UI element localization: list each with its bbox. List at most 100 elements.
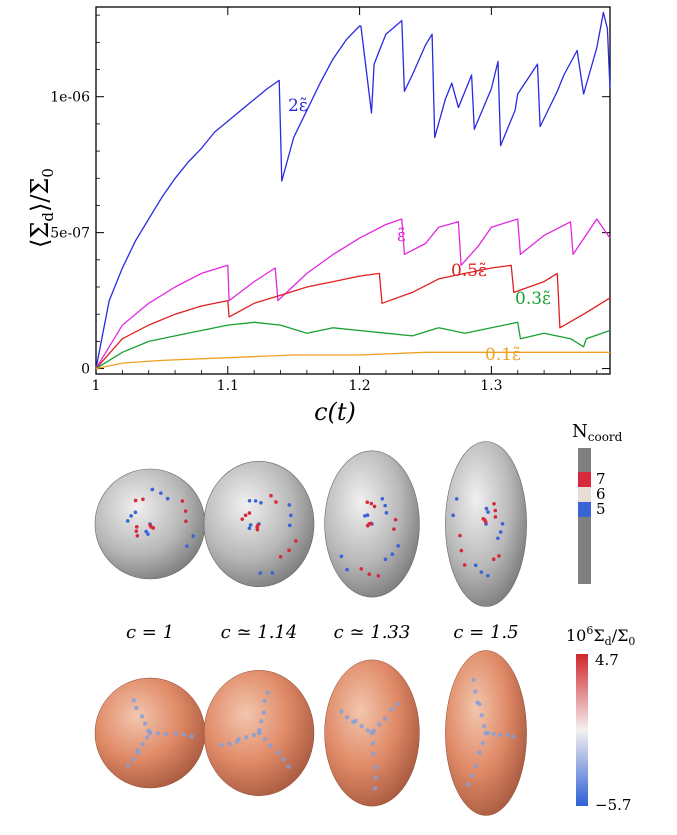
y-tick-label-0: 0 xyxy=(81,362,90,378)
series-label-eps: ε̃ xyxy=(397,226,406,246)
defect-dot xyxy=(129,514,133,518)
defect-dot xyxy=(165,496,170,501)
defect-dot xyxy=(493,508,498,513)
defect-dot xyxy=(294,539,298,543)
defect-dot xyxy=(462,563,467,567)
defect-dot xyxy=(372,504,377,509)
stress-spot xyxy=(370,741,376,746)
coordination-sphere-0 xyxy=(94,468,206,580)
defect-dot xyxy=(365,500,370,504)
defect-dot xyxy=(359,567,364,571)
stress-spot xyxy=(477,750,482,755)
defect-dot xyxy=(383,557,388,562)
panel-labels: c = 1 c ≃ 1.14 c ≃ 1.33 c = 1.5 xyxy=(126,622,519,643)
defect-dot xyxy=(133,498,138,503)
defect-dot xyxy=(493,515,498,519)
series-label-05eps: 0.5ε̃ xyxy=(451,261,487,281)
series-line-0 xyxy=(95,11,611,369)
plot-frame xyxy=(95,6,611,375)
defect-dot xyxy=(134,529,139,533)
stress-spot xyxy=(142,721,148,726)
stress-spot xyxy=(268,743,273,748)
series-layer xyxy=(95,11,611,370)
stress-spot xyxy=(471,677,476,683)
stress-spot xyxy=(353,718,358,724)
stress-sphere-3 xyxy=(445,650,527,816)
stress-spot xyxy=(236,736,241,742)
defect-dot xyxy=(183,509,188,513)
panel-label-1: c ≃ 1.14 xyxy=(221,622,298,643)
defect-dot xyxy=(339,554,344,559)
defect-dot xyxy=(256,523,260,527)
stress-spot xyxy=(359,723,364,729)
stress-spot xyxy=(382,716,388,722)
panel-label-2: c ≃ 1.33 xyxy=(334,622,411,643)
defect-dot xyxy=(259,501,263,505)
stress-spot xyxy=(504,732,510,737)
x-axis-label: c(t) xyxy=(314,398,356,426)
defect-dot xyxy=(289,513,293,518)
stress-spot xyxy=(372,786,378,791)
stress-spot xyxy=(135,748,141,753)
defect-dot xyxy=(141,497,145,502)
stress-colorbar xyxy=(576,654,588,806)
stress-max-label: 4.7 xyxy=(595,651,619,669)
defect-dot xyxy=(380,496,385,501)
stress-spot xyxy=(373,775,378,780)
stress-spot xyxy=(227,741,232,746)
coordination-label-5: 5 xyxy=(596,500,606,518)
x-tick-label-2: 1.2 xyxy=(348,378,370,394)
stress-spot xyxy=(510,734,516,739)
defect-dot xyxy=(376,574,381,578)
coordination-sphere-1 xyxy=(203,460,315,587)
defect-dot xyxy=(150,487,155,492)
coordination-label-7: 7 xyxy=(596,470,606,488)
coordination-panels xyxy=(94,441,527,607)
defect-dot xyxy=(270,571,275,575)
defect-dot xyxy=(247,526,252,531)
defect-dot xyxy=(497,554,501,558)
stress-spot xyxy=(377,722,382,727)
defect-dot xyxy=(484,506,489,511)
defect-dot xyxy=(396,544,401,548)
stress-spot xyxy=(497,733,502,738)
stress-spot xyxy=(365,728,370,733)
stress-spot xyxy=(481,723,487,729)
x-tick-label-0: 1 xyxy=(92,378,101,394)
defect-dot xyxy=(146,532,150,536)
defect-dot xyxy=(496,536,500,541)
x-tick-label-3: 1.3 xyxy=(480,378,502,394)
stress-spot xyxy=(181,732,187,737)
stress-spot xyxy=(286,764,291,769)
stress-spot xyxy=(131,698,136,703)
defect-dot xyxy=(288,523,292,528)
defect-dot xyxy=(191,534,196,538)
defect-dot xyxy=(133,510,138,515)
defect-dot xyxy=(274,500,278,504)
stress-sphere-2 xyxy=(324,659,420,807)
defect-dot xyxy=(243,513,248,518)
stress-spot xyxy=(259,719,264,724)
defect-dot xyxy=(384,511,389,515)
stress-spot xyxy=(140,741,145,747)
defect-dot xyxy=(184,519,188,524)
stress-spot xyxy=(134,705,139,711)
panel-label-0: c = 1 xyxy=(126,622,174,643)
stress-spot xyxy=(256,730,262,735)
defect-dot xyxy=(492,501,496,506)
coordination-swatch-7 xyxy=(578,472,591,487)
stress-spot xyxy=(155,731,161,736)
series-label-01eps: 0.1ε̃ xyxy=(485,345,521,365)
defect-dot xyxy=(498,530,503,534)
stress-spot xyxy=(189,734,194,739)
stress-spot xyxy=(344,714,350,720)
defect-dot xyxy=(392,527,396,531)
stress-min-label: −5.7 xyxy=(595,796,631,814)
stress-spot xyxy=(473,764,479,769)
stress-sphere-1 xyxy=(203,670,315,796)
stress-spot xyxy=(479,713,484,718)
defect-dot xyxy=(278,554,283,559)
stress-spot xyxy=(466,782,471,787)
panel-label-3: c = 1.5 xyxy=(453,622,518,643)
coordination-sphere-3 xyxy=(445,441,527,607)
